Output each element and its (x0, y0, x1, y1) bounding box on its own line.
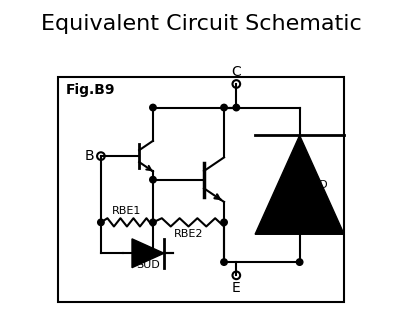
Text: B: B (85, 149, 94, 163)
Circle shape (149, 104, 156, 111)
Text: Equivalent Circuit Schematic: Equivalent Circuit Schematic (41, 14, 360, 34)
Circle shape (296, 259, 302, 265)
Circle shape (233, 104, 239, 111)
Polygon shape (132, 239, 164, 268)
Text: C: C (231, 65, 241, 79)
Text: RBE1: RBE1 (112, 206, 141, 216)
Text: FRD: FRD (305, 180, 328, 190)
Circle shape (149, 176, 156, 183)
Circle shape (220, 219, 227, 225)
Circle shape (220, 104, 227, 111)
Text: Fig.B9: Fig.B9 (65, 83, 115, 96)
Circle shape (149, 219, 156, 225)
FancyBboxPatch shape (58, 77, 343, 302)
Text: SUD: SUD (136, 260, 160, 270)
Polygon shape (255, 135, 343, 234)
Circle shape (97, 219, 104, 225)
Circle shape (220, 259, 227, 265)
Text: E: E (231, 281, 240, 295)
Text: RBE2: RBE2 (173, 229, 203, 239)
